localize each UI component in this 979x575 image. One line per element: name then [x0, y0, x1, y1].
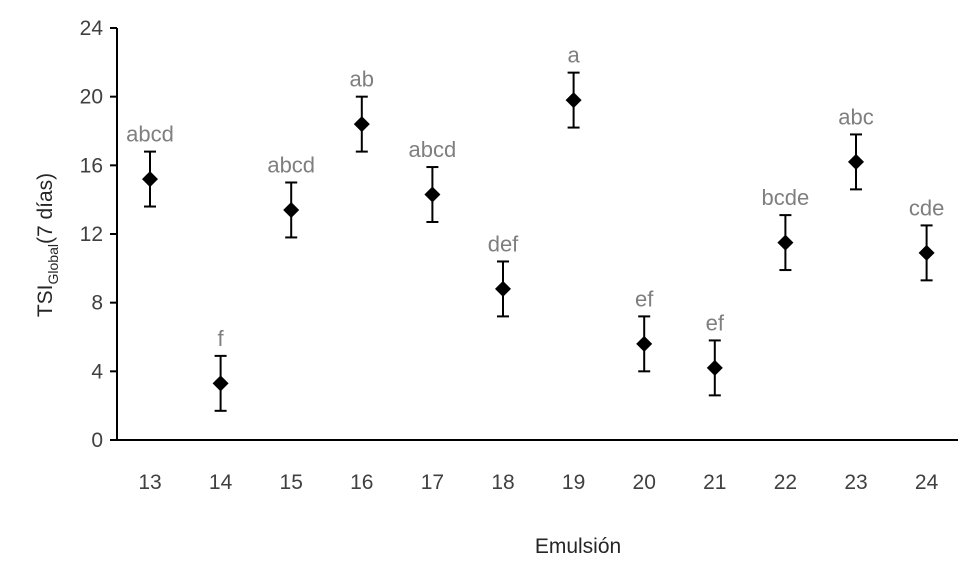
x-axis-title: Emulsión	[535, 535, 621, 558]
x-tick-label: 22	[774, 471, 797, 494]
group-label: cde	[909, 195, 944, 220]
x-tick-label: 24	[915, 471, 939, 494]
group-label: ef	[635, 286, 654, 311]
y-tick-label: 0	[91, 429, 103, 452]
group-label: bcde	[762, 185, 810, 210]
data-point-marker	[142, 171, 158, 188]
data-point-group: ef	[635, 286, 654, 373]
y-tick-label: 24	[80, 17, 104, 40]
data-point-group: abcd	[267, 153, 315, 239]
y-tick-label: 16	[80, 154, 103, 177]
x-tick-label: 20	[633, 471, 656, 494]
x-tick-label: 19	[562, 471, 585, 494]
data-point-group: abcd	[126, 122, 174, 208]
data-point-group: ef	[706, 310, 725, 397]
data-point-group: cde	[909, 195, 944, 282]
group-label: abc	[838, 104, 873, 129]
x-tick-label: 13	[138, 471, 161, 494]
data-point-marker	[918, 244, 935, 261]
y-tick-label: 8	[91, 292, 103, 315]
y-axis-title-subscript: Global	[45, 244, 61, 284]
group-label: abcd	[409, 137, 457, 162]
group-label: ab	[350, 67, 374, 92]
data-points: abcd f abcd ab abcd def a ef ef bcde abc cde	[126, 43, 944, 412]
data-point-group: ab	[350, 67, 374, 153]
group-label: def	[488, 231, 519, 256]
y-axis-title-main: TSI	[34, 285, 57, 318]
y-axis-title-suffix: (7 días)	[34, 173, 57, 244]
y-axis-title: TSIGlobal(7 días)	[34, 173, 61, 317]
data-point-marker	[424, 186, 441, 203]
data-point-marker	[353, 116, 370, 133]
data-point-marker	[706, 359, 723, 376]
data-point-group: abc	[838, 104, 874, 191]
data-point-marker	[212, 375, 229, 392]
data-point-group: f	[212, 326, 229, 412]
data-point-marker	[495, 280, 511, 297]
data-point-group: def	[488, 231, 519, 318]
x-tick-label: 17	[421, 471, 444, 494]
group-label: f	[218, 326, 225, 351]
x-tick-label: 21	[703, 471, 726, 494]
group-label: abcd	[126, 122, 174, 147]
x-tick-label: 14	[209, 471, 233, 494]
x-tick-label: 18	[491, 471, 514, 494]
data-point-marker	[777, 234, 794, 251]
data-point-group: abcd	[409, 137, 457, 223]
data-point-marker	[848, 153, 864, 170]
y-axis: 0 4 8 12 16 20 24	[80, 17, 118, 452]
data-point-marker	[283, 201, 300, 218]
x-tick-label: 15	[280, 471, 303, 494]
x-axis: 13 14 15 16 17 18 19 20 21 22 23 24	[117, 439, 958, 494]
group-label: a	[567, 43, 580, 68]
y-tick-label: 20	[80, 86, 103, 109]
data-point-marker	[636, 335, 653, 352]
data-point-group: a	[565, 43, 582, 129]
y-tick-label: 12	[80, 223, 103, 246]
data-point-group: bcde	[762, 185, 810, 272]
x-tick-label: 16	[350, 471, 373, 494]
data-point-marker	[565, 92, 582, 109]
group-label: abcd	[267, 153, 315, 178]
y-tick-label: 4	[91, 360, 103, 383]
x-tick-label: 23	[844, 471, 867, 494]
group-label: ef	[706, 310, 725, 335]
